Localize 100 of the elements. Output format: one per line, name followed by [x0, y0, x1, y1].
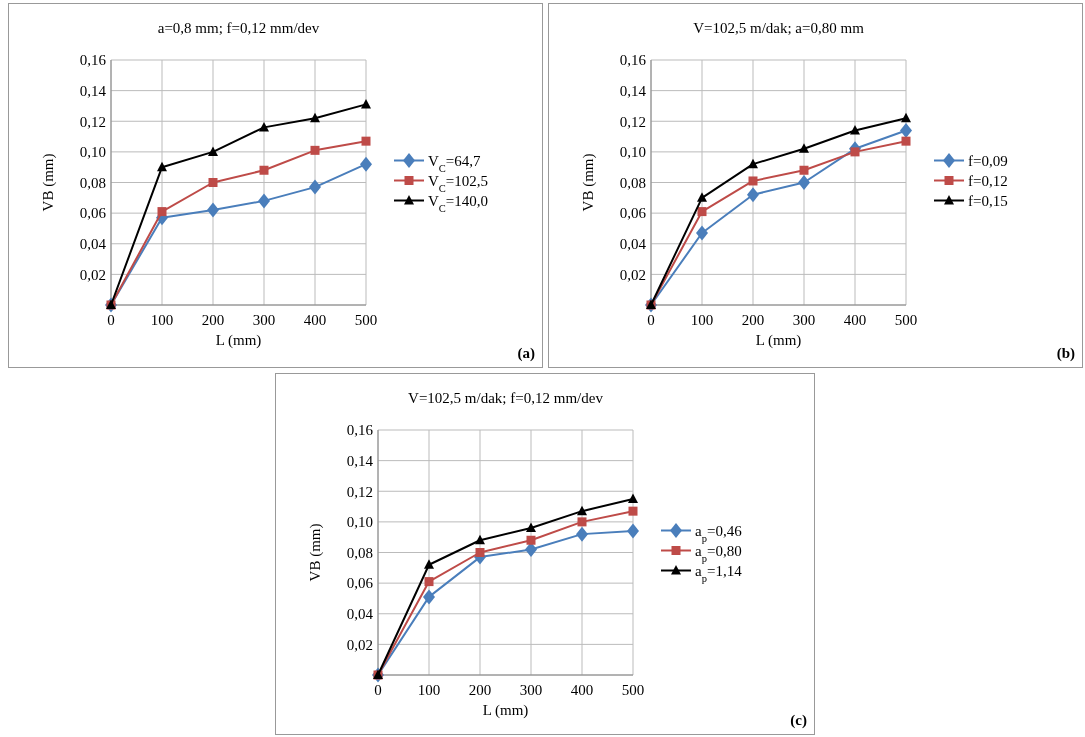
point	[697, 207, 707, 217]
y-tick-label: 0,06	[619, 205, 647, 222]
y-tick-label: 0,02	[79, 266, 106, 283]
point	[577, 505, 587, 516]
y-tick-label: 0,10	[619, 144, 646, 161]
y-tick-label: 0,12	[346, 483, 373, 500]
point	[208, 146, 218, 156]
y-tick-label: 0,14	[79, 82, 107, 99]
x-tick-label: 300	[252, 312, 276, 328]
point	[747, 187, 759, 203]
point	[748, 158, 758, 169]
y-tick-label: 0,16	[79, 52, 107, 69]
point	[799, 165, 809, 175]
point	[798, 175, 810, 190]
point	[258, 193, 270, 209]
x-tick-label: 300	[792, 312, 816, 328]
x-tick-label: 500	[621, 682, 645, 698]
y-tick-label: 0,06	[346, 575, 374, 592]
point	[526, 535, 536, 545]
y-axis-title: VB (mm)	[580, 153, 597, 212]
x-tick-label: 300	[519, 682, 543, 698]
point	[360, 156, 372, 172]
point	[901, 136, 911, 146]
x-axis-title: L (mm)	[215, 332, 262, 349]
point	[259, 121, 269, 132]
chart-title: V=102,5 m/dak; f=0,12 mm/dev	[408, 390, 604, 406]
y-tick-label: 0,16	[619, 52, 647, 69]
point	[526, 522, 536, 532]
point	[157, 161, 167, 172]
y-tick-label: 0,08	[79, 174, 106, 191]
legend-label: V$_{C}$=140,0	[428, 192, 489, 214]
y-tick-label: 0,10	[79, 144, 106, 161]
x-tick-label: 100	[417, 682, 441, 698]
y-tick-label: 0,12	[619, 113, 646, 130]
x-tick-label: 0	[647, 312, 655, 328]
chart-title: V=102,5 m/dak; a=0,80 mm	[693, 20, 865, 36]
x-tick-label: 400	[570, 682, 594, 698]
y-tick-label: 0,08	[346, 544, 373, 561]
x-tick-label: 400	[843, 312, 867, 328]
y-tick-label: 0,02	[619, 266, 646, 283]
point	[309, 179, 321, 195]
y-tick-label: 0,14	[619, 82, 647, 99]
point	[475, 534, 485, 545]
x-tick-label: 500	[894, 312, 918, 328]
x-tick-label: 200	[468, 682, 492, 698]
y-tick-label: 0,04	[619, 236, 647, 252]
point	[475, 548, 485, 557]
x-tick-label: 200	[201, 312, 225, 328]
legend-label: f=0,12	[968, 172, 1008, 189]
point	[207, 202, 219, 218]
point	[799, 143, 809, 153]
point	[310, 112, 320, 123]
y-axis-title: VB (mm)	[307, 523, 324, 582]
point	[423, 589, 435, 605]
legend-label: V$_{C}$=64,7	[428, 152, 482, 174]
legend-label: V$_{C}$=102,5	[428, 172, 489, 194]
text: (b)	[1056, 345, 1075, 362]
y-tick-label: 0,04	[346, 606, 374, 622]
y-tick-label: 0,02	[346, 636, 373, 653]
point	[900, 122, 912, 138]
legend-label: f=0,15	[968, 192, 1008, 209]
point	[696, 225, 708, 241]
y-tick-label: 0,06	[79, 205, 107, 222]
x-tick-label: 0	[107, 312, 115, 328]
x-tick-label: 500	[354, 312, 378, 328]
point	[748, 176, 758, 186]
legend-label: f=0,09	[968, 152, 1008, 169]
text: (a)	[517, 345, 535, 362]
point	[576, 526, 588, 542]
x-tick-label: 0	[374, 682, 382, 698]
x-tick-label: 100	[150, 312, 174, 328]
x-tick-label: 400	[303, 312, 327, 328]
y-tick-label: 0,14	[346, 452, 374, 469]
text: (c)	[790, 712, 807, 729]
x-tick-label: 200	[741, 312, 765, 328]
point	[901, 112, 911, 123]
point	[850, 147, 860, 157]
point	[628, 493, 638, 503]
point	[627, 523, 639, 539]
y-tick-label: 0,10	[346, 514, 373, 531]
x-tick-label: 100	[690, 312, 714, 328]
y-tick-label: 0,12	[79, 113, 106, 130]
point	[697, 192, 707, 202]
point	[361, 136, 371, 146]
point	[577, 517, 587, 527]
point	[157, 207, 167, 217]
chart-title: a=0,8 mm; f=0,12 mm/dev	[157, 20, 320, 36]
point	[424, 577, 434, 587]
legend-label: a$_{p}$=0,46	[695, 522, 743, 544]
x-axis-title: L (mm)	[755, 332, 802, 349]
point	[208, 178, 218, 187]
x-axis-title: L (mm)	[482, 702, 529, 719]
point	[628, 506, 638, 516]
y-tick-label: 0,16	[346, 422, 374, 439]
y-tick-label: 0,08	[619, 174, 646, 191]
point	[310, 145, 320, 155]
y-tick-label: 0,04	[79, 236, 107, 252]
point	[424, 559, 434, 569]
y-axis-title: VB (mm)	[40, 153, 57, 212]
point	[259, 165, 269, 175]
